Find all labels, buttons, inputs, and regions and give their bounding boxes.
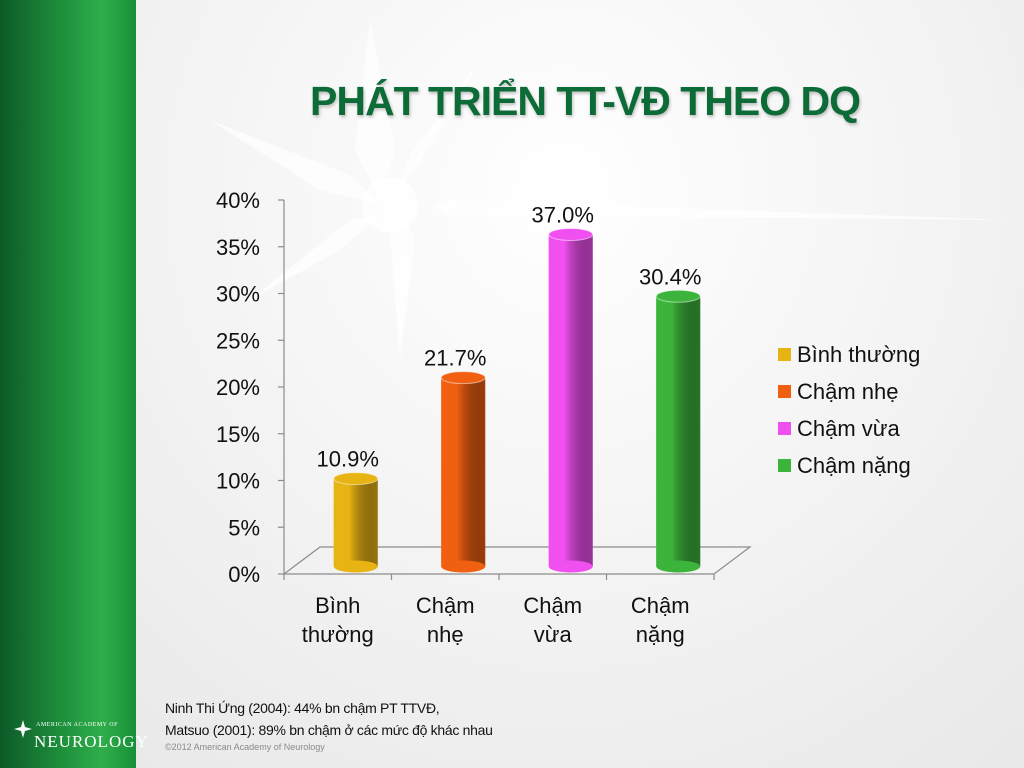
legend-item: Bình thường — [778, 336, 920, 373]
x-category-label: thường — [302, 622, 374, 647]
bar-top — [548, 228, 594, 242]
legend-item: Chậm nặng — [778, 447, 920, 484]
x-category-label: Chậm — [416, 593, 475, 618]
star-icon — [14, 720, 32, 738]
aan-logo: AMERICAN ACADEMY OF NEUROLOGY — [12, 718, 148, 758]
y-tick-label: 20% — [216, 375, 260, 400]
legend-swatch — [778, 348, 791, 361]
x-category-label: Chậm — [523, 593, 582, 618]
legend-swatch — [778, 385, 791, 398]
bar-top — [440, 371, 486, 385]
bar-base — [441, 560, 486, 573]
bar-shading — [333, 478, 378, 567]
y-tick-label: 30% — [216, 282, 260, 307]
slide-title: PHÁT TRIỂN TT-VĐ THEO DQ — [310, 78, 861, 124]
legend-swatch — [778, 459, 791, 472]
y-tick-label: 35% — [216, 235, 260, 260]
bar-base — [548, 560, 593, 573]
bar-shading — [548, 234, 593, 567]
sidebar-band: AMERICAN ACADEMY OF NEUROLOGY — [0, 0, 148, 768]
y-tick-label: 40% — [216, 188, 260, 213]
bar-top — [333, 472, 379, 486]
x-category-label: Bình — [315, 593, 360, 618]
data-label: 37.0% — [532, 203, 594, 228]
data-label: 30.4% — [639, 264, 701, 289]
y-tick-label: 5% — [228, 515, 260, 540]
copyright-text: ©2012 American Academy of Neurology — [165, 742, 325, 752]
x-category-label: nhẹ — [427, 622, 464, 647]
starburst-watermark — [210, 20, 1010, 360]
y-tick-label: 15% — [216, 422, 260, 447]
bar-shading — [656, 296, 701, 567]
data-label: 21.7% — [424, 346, 486, 371]
chart-floor — [282, 546, 752, 575]
bar — [333, 472, 379, 573]
bar-base — [333, 560, 378, 573]
x-category-label: Chậm — [631, 593, 690, 618]
bar-shading — [441, 377, 486, 567]
bar — [440, 371, 486, 573]
legend-item: Chậm nhẹ — [778, 373, 920, 410]
legend-label: Bình thường — [797, 341, 921, 367]
legend-label: Chậm nhẹ — [797, 378, 899, 404]
logo-line-2: NEUROLOGY — [34, 732, 149, 751]
legend-label: Chậm vừa — [797, 415, 900, 441]
y-tick-label: 10% — [216, 469, 260, 494]
bar-chart: 0% 5% 10% 15% 20% 25% 30% 35% 40% 10.9% Bình thường… — [216, 188, 752, 647]
bar-base — [656, 560, 701, 573]
legend-swatch — [778, 422, 791, 435]
logo-line-1: AMERICAN ACADEMY OF — [36, 722, 118, 728]
data-label: 10.9% — [317, 447, 379, 472]
bar — [548, 228, 594, 573]
y-tick-label: 25% — [216, 328, 260, 353]
chart-legend: Bình thường Chậm nhẹ Chậm vừa Chậm nặng — [778, 336, 920, 484]
bar — [655, 289, 701, 573]
footnote-ninh: Ninh Thi Ứng (2004): 44% bn chậm PT TTVĐ… — [165, 700, 440, 716]
x-category-label: nặng — [636, 622, 685, 647]
footnote-matsuo: Matsuo (2001): 89% bn chậm ở các mức độ … — [165, 722, 493, 738]
legend-item: Chậm vừa — [778, 410, 920, 447]
y-tick-label: 0% — [228, 562, 260, 587]
bar-top — [655, 289, 701, 303]
x-category-label: vừa — [534, 622, 573, 647]
legend-label: Chậm nặng — [797, 452, 911, 478]
